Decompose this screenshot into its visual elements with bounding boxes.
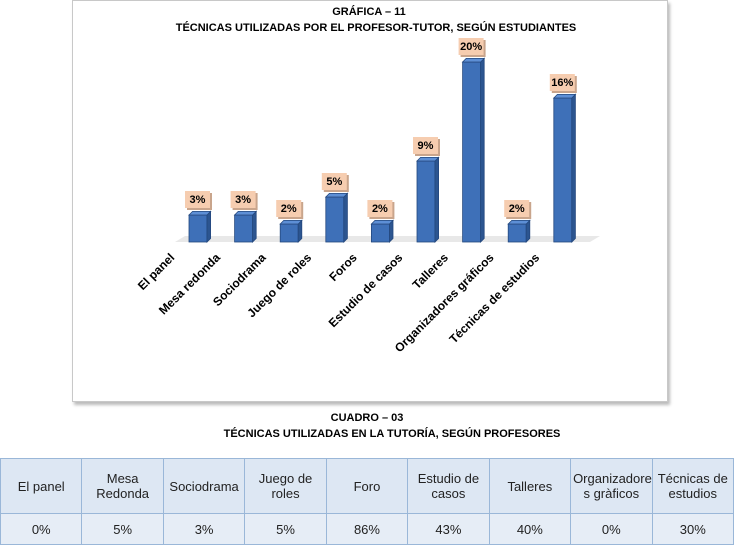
bar-top bbox=[552, 94, 577, 99]
bar bbox=[188, 210, 212, 243]
data-cell: 30% bbox=[651, 513, 734, 545]
data-cell: 3% bbox=[162, 513, 246, 545]
data-cell: 0% bbox=[0, 513, 83, 545]
data-cell: 5% bbox=[244, 513, 327, 545]
bar-front bbox=[370, 223, 390, 243]
bar-top bbox=[507, 219, 531, 225]
value-label: 2% bbox=[372, 203, 388, 215]
bar-top bbox=[324, 192, 349, 198]
table-title: CUADRO – 03 bbox=[330, 412, 404, 424]
value-label: 3% bbox=[235, 194, 251, 206]
label-box bbox=[504, 200, 530, 217]
label-box bbox=[367, 200, 393, 217]
bar bbox=[507, 219, 531, 243]
value-label: 9% bbox=[418, 140, 434, 152]
data-cell: 5% bbox=[81, 513, 164, 545]
header-row: El panel Mesa Redonda Sociodrama Juego de r… bbox=[0, 458, 734, 514]
bar-side bbox=[343, 192, 348, 243]
bar-side bbox=[571, 93, 576, 243]
data-row: 0% 5% 3% 5% 86% 43% 40% 0% 30% bbox=[0, 513, 734, 545]
header-cell: Técnicas de estudios bbox=[651, 458, 734, 514]
label-box bbox=[185, 191, 210, 208]
x-tick-label: El panel bbox=[135, 250, 177, 292]
bar-top bbox=[188, 210, 212, 216]
bar bbox=[279, 219, 303, 243]
value-label: 16% bbox=[551, 77, 573, 89]
header-cell: Organizadore s gràficos bbox=[570, 458, 653, 514]
value-label: 3% bbox=[190, 194, 206, 206]
chart-title: GRÁFICA – 11 bbox=[332, 5, 406, 18]
value-label: 5% bbox=[326, 176, 342, 188]
label-box bbox=[413, 137, 438, 154]
value-label: 20% bbox=[460, 41, 482, 53]
bar bbox=[461, 57, 486, 243]
bar-side bbox=[434, 156, 440, 243]
data-cell: 0% bbox=[570, 513, 653, 545]
bar-front bbox=[188, 214, 208, 243]
chart: GRÁFICA – 11 TÉCNICAS UTILIZADAS POR EL … bbox=[135, 5, 600, 355]
bar-side bbox=[480, 57, 485, 243]
header-cell: El panel bbox=[0, 458, 83, 514]
header-cell: Mesa Redonda bbox=[81, 458, 164, 514]
bar-top bbox=[370, 219, 394, 225]
header-cell: Estudio de casos bbox=[407, 458, 490, 514]
bar bbox=[370, 219, 394, 243]
bar-front bbox=[553, 97, 573, 243]
bar-side bbox=[206, 210, 212, 243]
label-box bbox=[276, 200, 302, 217]
x-tick-label: Talleres bbox=[410, 250, 452, 292]
bar-front bbox=[279, 223, 299, 243]
x-tick-label: Foros bbox=[326, 250, 360, 284]
data-cell: 43% bbox=[407, 513, 490, 545]
bar-front bbox=[416, 160, 436, 243]
bar-front bbox=[234, 214, 254, 243]
bar-top bbox=[416, 156, 440, 162]
bar-front bbox=[462, 61, 482, 243]
label-box bbox=[230, 191, 256, 208]
bar bbox=[233, 210, 258, 243]
table-subtitle: TÉCNICAS UTILIZADAS EN LA TUTORÍA, SEGÚN… bbox=[223, 428, 561, 440]
bar-front bbox=[325, 196, 345, 243]
bar bbox=[552, 93, 577, 243]
value-label: 2% bbox=[509, 203, 525, 215]
data-cell: 40% bbox=[488, 513, 572, 545]
bar-front bbox=[507, 223, 527, 243]
header-cell: Foro bbox=[325, 458, 409, 514]
label-box bbox=[549, 74, 575, 91]
bar bbox=[416, 156, 440, 243]
bar-top bbox=[233, 210, 258, 216]
bar-side bbox=[252, 210, 257, 243]
header-cell: Sociodrama bbox=[162, 458, 246, 514]
x-tick-label: Técnicas de estudios bbox=[446, 250, 542, 346]
label-box bbox=[321, 173, 347, 190]
label-box bbox=[458, 38, 484, 55]
data-cell: 86% bbox=[325, 513, 409, 545]
bar-top bbox=[279, 219, 303, 225]
chart-subtitle: TÉCNICAS UTILIZADAS POR EL PROFESOR-TUTO… bbox=[176, 21, 577, 34]
header-cell: Juego de roles bbox=[244, 458, 327, 514]
table: El panel Mesa Redonda Sociodrama Juego de r… bbox=[0, 458, 734, 545]
bar-top bbox=[461, 58, 486, 63]
bar bbox=[324, 192, 349, 243]
value-label: 2% bbox=[281, 203, 297, 215]
header-cell: Talleres bbox=[488, 458, 572, 514]
